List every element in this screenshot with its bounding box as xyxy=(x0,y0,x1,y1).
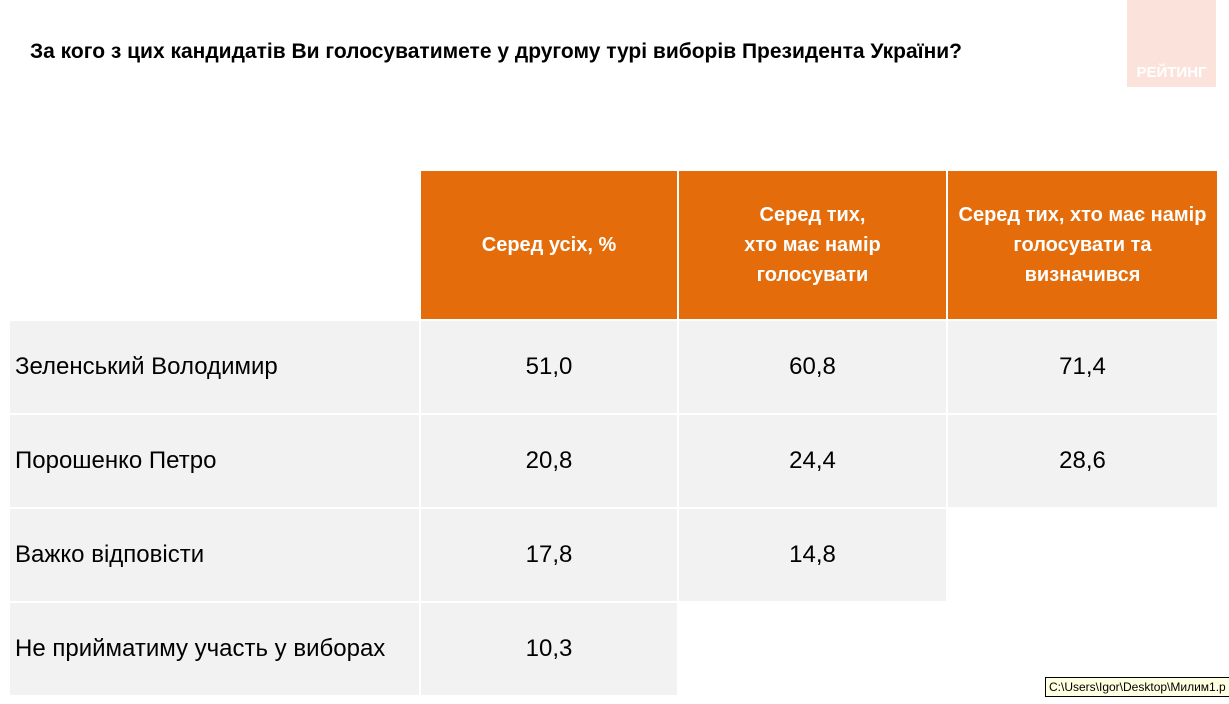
cell-value: 71,4 xyxy=(948,321,1217,413)
tooltip: C:\Users\Igor\Desktop\Милим1.p xyxy=(1045,677,1229,697)
row-label: Не прийматиму участь у виборах xyxy=(10,603,419,695)
logo-text: РЕЙТИНГ xyxy=(1136,64,1207,81)
column-header: Серед тих, хто має намір голосувати та в… xyxy=(948,171,1217,319)
row-label: Порошенко Петро xyxy=(10,415,419,507)
cell-value: 60,8 xyxy=(679,321,946,413)
cell-value: 28,6 xyxy=(948,415,1217,507)
logo: РЕЙТИНГ xyxy=(1127,0,1216,87)
cell-value: 20,8 xyxy=(421,415,677,507)
cell-value: 24,4 xyxy=(679,415,946,507)
cell-value: 17,8 xyxy=(421,509,677,601)
cell-value: 10,3 xyxy=(421,603,677,695)
row-label: Зеленський Володимир xyxy=(10,321,419,413)
cell-value: 51,0 xyxy=(421,321,677,413)
row-label: Важко відповісти xyxy=(10,509,419,601)
cell-value: 14,8 xyxy=(679,509,946,601)
column-header: Серед усіх, % xyxy=(421,171,677,319)
column-header: Серед тих, хто має намір голосувати xyxy=(679,171,946,319)
title: За кого з цих кандидатів Ви голосуватиме… xyxy=(30,40,962,63)
